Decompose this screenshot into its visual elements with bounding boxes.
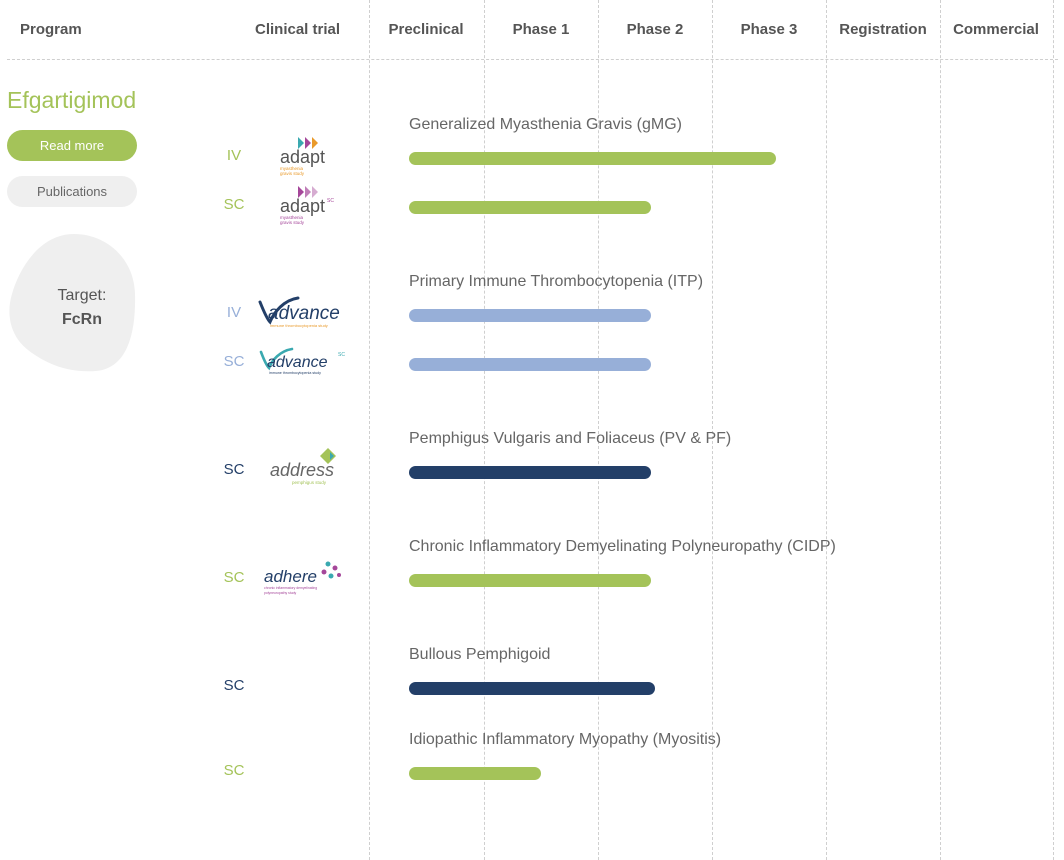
indication-title: Primary Immune Thrombocytopenia (ITP): [409, 273, 704, 290]
indication-title: Chronic Inflammatory Demyelinating Polyn…: [409, 538, 836, 555]
adapt-sc-logo[interactable]: adapt SC myasthenia gravis study: [268, 184, 340, 228]
adapt-logo[interactable]: adapt myasthenia gravis study: [268, 135, 340, 179]
phase-gridline: [484, 0, 485, 860]
progress-bar: [409, 201, 651, 214]
target-value: FcRn: [62, 311, 102, 328]
header-phase-2: Phase 2: [626, 21, 684, 38]
logo-wordmark: advance: [268, 303, 340, 324]
chevron-arrows-icon: [298, 137, 318, 149]
header-phase-1: Phase 1: [512, 21, 570, 38]
indication-title: Generalized Myasthenia Gravis (gMG): [409, 116, 682, 133]
read-more-button[interactable]: Read more: [7, 130, 137, 161]
indication-title: Bullous Pemphigoid: [409, 646, 551, 663]
chevron-arrows-icon: [298, 186, 318, 198]
target-blob-shape: [9, 234, 136, 372]
progress-bar: [409, 466, 651, 479]
target-label: Target:: [57, 287, 107, 304]
phase-gridline: [940, 0, 941, 860]
header-clinical-trial: Clinical trial: [255, 21, 341, 38]
address-logo[interactable]: address pemphigus study: [266, 444, 346, 488]
phase-gridline: [712, 0, 713, 860]
progress-bar: [409, 152, 776, 165]
svg-text:polyneuropathy study: polyneuropathy study: [264, 591, 297, 595]
program-title[interactable]: Efgartigimod: [7, 87, 137, 113]
svg-text:pemphigus study: pemphigus study: [292, 480, 327, 485]
progress-bar: [409, 767, 541, 780]
indication-title: Pemphigus Vulgaris and Foliaceus (PV & P…: [409, 430, 732, 447]
header-phase-registration: Registration: [839, 21, 927, 38]
route-label: SC: [223, 569, 245, 586]
checkmark-swoosh-icon: [258, 296, 300, 325]
svg-text:gravis study: gravis study: [280, 171, 305, 176]
advance-logo[interactable]: advance immune thrombocytopenia study: [258, 294, 350, 330]
progress-bar: [409, 574, 651, 587]
route-label: SC: [223, 762, 245, 779]
progress-bar: [409, 358, 651, 371]
publications-button[interactable]: Publications: [7, 176, 137, 207]
header-divider: [7, 59, 1058, 60]
dots-molecule-icon: [321, 561, 341, 579]
header-phase-preclinical: Preclinical: [388, 21, 464, 38]
logo-wordmark: address: [270, 460, 334, 480]
indication-title: Idiopathic Inflammatory Myopathy (Myosit…: [409, 731, 722, 748]
route-label: IV: [226, 147, 242, 164]
route-label: IV: [226, 304, 242, 321]
svg-text:SC: SC: [338, 352, 345, 358]
header-phase-3: Phase 3: [740, 21, 798, 38]
header-program: Program: [20, 21, 82, 38]
logo-wordmark: advance: [267, 354, 328, 371]
svg-text:myasthenia: myasthenia: [280, 166, 304, 171]
advance-sc-logo[interactable]: advance SC immune thrombocytopenia study: [258, 346, 350, 378]
svg-text:gravis study: gravis study: [280, 220, 305, 225]
header-phase-commercial: Commercial: [953, 21, 1039, 38]
phase-gridline: [369, 0, 370, 860]
progress-bar: [409, 309, 651, 322]
logo-wordmark: adhere: [264, 567, 317, 586]
svg-text:SC: SC: [327, 198, 334, 204]
checkmark-swoosh-icon: [259, 347, 294, 371]
svg-text:myasthenia: myasthenia: [280, 215, 304, 220]
route-label: SC: [223, 196, 245, 213]
phase-gridline: [826, 0, 827, 860]
phase-gridline: [1053, 0, 1054, 860]
route-label: SC: [223, 461, 245, 478]
diamond-arrow-icon: [320, 448, 336, 464]
adhere-logo[interactable]: adhere chronic inflammatory demyelinatin…: [262, 558, 346, 598]
svg-text:immune thrombocytopenia study: immune thrombocytopenia study: [269, 371, 321, 375]
phase-gridline: [598, 0, 599, 860]
route-label: SC: [223, 677, 245, 694]
progress-bar: [409, 682, 655, 695]
route-label: SC: [223, 353, 245, 370]
svg-text:immune thrombocytopenia study: immune thrombocytopenia study: [270, 323, 328, 328]
logo-wordmark: adapt: [280, 196, 325, 216]
svg-text:chronic inflammatory demyelina: chronic inflammatory demyelinating: [264, 586, 317, 590]
logo-wordmark: adapt: [280, 147, 325, 167]
